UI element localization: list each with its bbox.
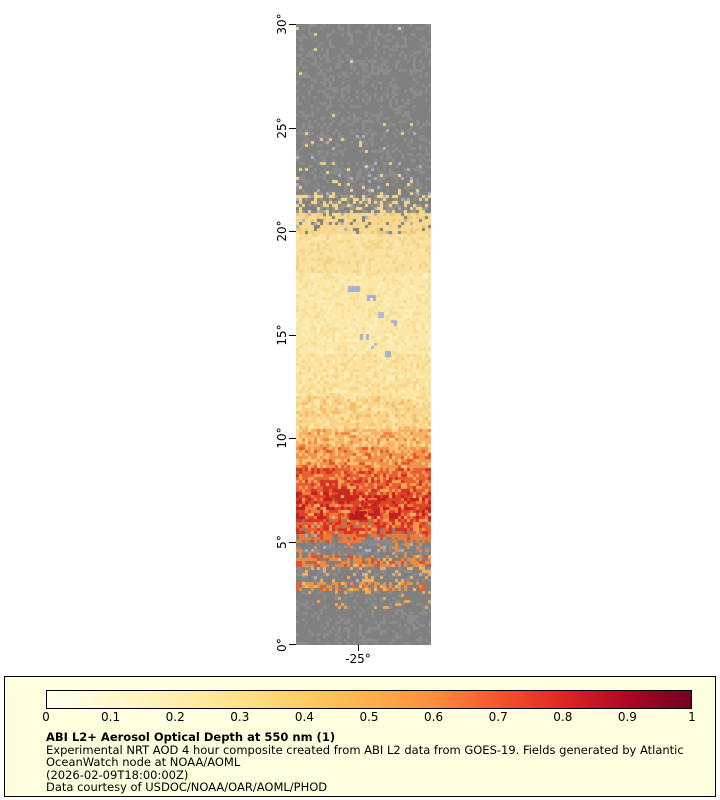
colorbar-tick-label: 0.8 [553, 710, 573, 724]
latitude-tick-label: 15° [275, 323, 289, 346]
colorbar-tick-label: 0.2 [165, 710, 185, 724]
colorbar-tick-label: 0 [42, 710, 50, 724]
latitude-tick-label: 30° [275, 13, 289, 35]
longitude-tick [358, 645, 359, 651]
colorbar-tick-label: 0.5 [359, 710, 379, 724]
latitude-tick [289, 644, 296, 645]
latitude-tick [289, 541, 296, 543]
colorbar-tick-labels: 0 0.1 0.2 0.3 0.4 0.5 0.6 0.7 0.8 0.9 1 [42, 710, 696, 725]
latitude-tick [289, 334, 296, 336]
legend-title: ABI L2+ Aerosol Optical Depth at 550 nm … [46, 730, 336, 744]
colorbar-tick-label: 0.3 [230, 710, 250, 724]
latitude-tick [289, 24, 296, 25]
legend-description-line2: OceanWatch node at NOAA/AOML [46, 755, 241, 769]
colorbar-tick-label: 0.1 [101, 710, 121, 724]
legend-timestamp: (2026-02-09T18:00:00Z) [46, 767, 189, 782]
colorbar-tick-label: 1 [688, 710, 696, 724]
latitude-tick [289, 127, 296, 129]
legend-description-line1: Experimental NRT AOD 4 hour composite cr… [46, 742, 684, 757]
longitude-tick-label: -25° [345, 652, 371, 666]
latitude-tick-label: 20° [275, 220, 289, 242]
colorbar-tick-label: 0.9 [617, 710, 637, 724]
latitude-tick [289, 231, 296, 232]
colorbar-tick-label: 0.4 [294, 710, 314, 724]
legend-credit: Data courtesy of USDOC/NOAA/OAR/AOML/PHO… [46, 780, 328, 794]
aod-map-canvas [296, 24, 431, 645]
latitude-axis: 0° 5° 10° 15° 20° 25° 30° [258, 13, 296, 652]
colorbar-tick-label: 0.7 [488, 710, 508, 724]
latitude-tick-label: 0° [275, 638, 289, 652]
legend-caption: ABI L2+ Aerosol Optical Depth at 550 nm … [46, 731, 684, 794]
longitude-axis: -25° [296, 645, 431, 675]
latitude-tick-label: 25° [275, 116, 289, 139]
latitude-tick-label: 10° [275, 427, 289, 449]
colorbar-legend-panel: 0 0.1 0.2 0.3 0.4 0.5 0.6 0.7 0.8 0.9 1 ABI L2+ Ae… [4, 676, 716, 797]
colorbar-tick-label: 0.6 [424, 710, 444, 724]
latitude-tick-label: 5° [275, 534, 289, 549]
latitude-tick [289, 438, 296, 439]
aod-colorbar [46, 690, 692, 709]
